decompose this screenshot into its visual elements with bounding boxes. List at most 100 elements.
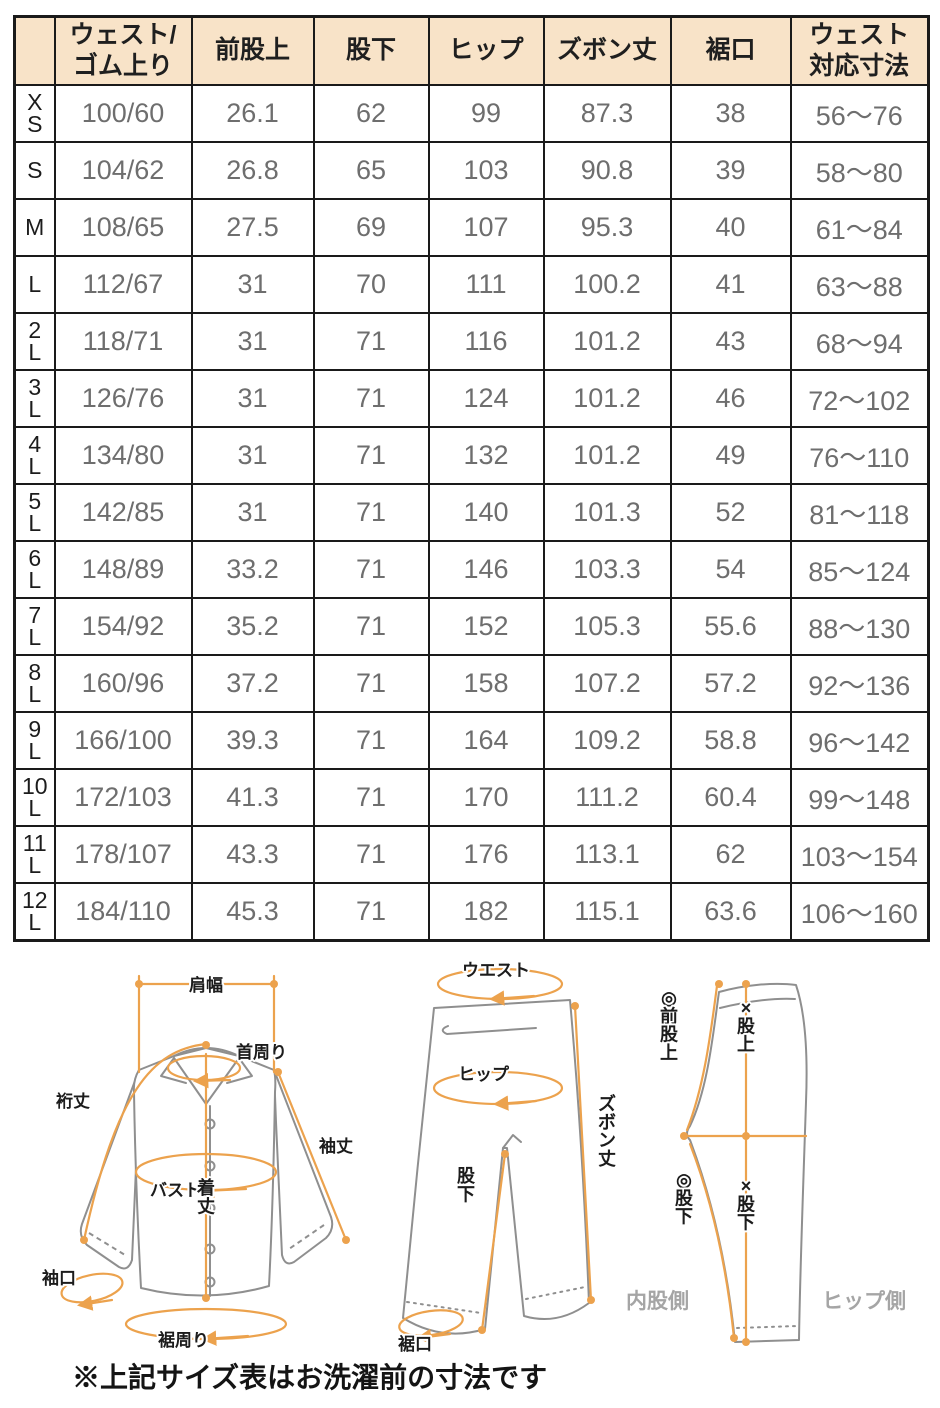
- waist-elastic-cell: 160/96: [53, 654, 193, 713]
- waist-range-cell: 76〜110: [789, 426, 930, 485]
- pants-length-cell: 115.1: [542, 882, 672, 942]
- waist-range-cell: 68〜94: [789, 312, 930, 371]
- waist-range-cell: 58〜80: [789, 141, 930, 200]
- waist-elastic-cell: 134/80: [53, 426, 193, 485]
- inseam-b-label: ×股下: [736, 1176, 756, 1233]
- size-label-cell: 4 L: [13, 426, 56, 485]
- size-label-cell: 3 L: [13, 369, 56, 428]
- measurement-diagrams: 肩幅 首周り 裄丈 袖丈 バスト 着丈 袖口 裾周り: [34, 952, 940, 1352]
- front-rise-cell: 31: [190, 255, 315, 314]
- table-row: M 108/65 27.5 69 107 95.3 40 61〜84: [13, 198, 930, 257]
- header-row: ウェスト/ ゴム上り 前股上 股下 ヒップ ズボン丈 裾口 ウェスト 対応寸法: [13, 15, 930, 86]
- size-label-cell: 6 L: [13, 540, 56, 599]
- table-row: 11 L 178/107 43.3 71 176 113.1 62 103〜15…: [13, 825, 930, 884]
- hem-width-cell: 60.4: [669, 768, 792, 827]
- table-row: 2 L 118/71 31 71 116 101.2 43 68〜94: [13, 312, 930, 371]
- pants-front-measurement-lines: [398, 967, 595, 1345]
- pants-length-cell: 109.2: [542, 711, 672, 770]
- waist-range-cell: 56〜76: [789, 84, 930, 143]
- column-header-pants-length: ズボン丈: [542, 15, 672, 86]
- hem-label: 裾口: [398, 1334, 432, 1352]
- hip-cell: 140: [427, 483, 545, 542]
- front-rise-cell: 31: [190, 426, 315, 485]
- inseam-cell: 71: [312, 597, 430, 656]
- pants-length-label: ズボン丈: [598, 1093, 616, 1169]
- hem-width-cell: 43: [669, 312, 792, 371]
- pants-length-cell: 113.1: [542, 825, 672, 884]
- inseam-a-label: ◎股下: [674, 1170, 694, 1227]
- shirt-labels: 肩幅 首周り 裄丈 袖丈 バスト 着丈 袖口 裾周り: [40, 973, 355, 1352]
- shirt-outline: [79, 1047, 334, 1297]
- waist-elastic-cell: 148/89: [53, 540, 193, 599]
- waist-label: ウエスト: [462, 961, 530, 980]
- inseam-cell: 70: [312, 255, 430, 314]
- inseam-cell: 69: [312, 198, 430, 257]
- hip-cell: 107: [427, 198, 545, 257]
- table-row: 6 L 148/89 33.2 71 146 103.3 54 85〜124: [13, 540, 930, 599]
- hip-cell: 170: [427, 768, 545, 827]
- pants-front-diagram: ウエスト ヒップ ズボン丈 股下 裾口: [396, 959, 618, 1352]
- pants-front-labels: ウエスト ヒップ ズボン丈 股下 裾口: [396, 959, 618, 1352]
- waist-elastic-cell: 178/107: [53, 825, 193, 884]
- size-label-cell: X S: [13, 84, 56, 143]
- waist-range-cell: 103〜154: [789, 825, 930, 884]
- inseam-cell: 71: [312, 426, 430, 485]
- size-label-cell: 8 L: [13, 654, 56, 713]
- size-label-cell: 2 L: [13, 312, 56, 371]
- hip-cell: 182: [427, 882, 545, 942]
- column-header-inseam: 股下: [312, 15, 430, 86]
- size-label-cell: 7 L: [13, 597, 56, 656]
- hip-cell: 132: [427, 426, 545, 485]
- inseam-cell: 71: [312, 369, 430, 428]
- column-header-waist-range: ウェスト 対応寸法: [789, 15, 930, 86]
- waist-range-cell: 63〜88: [789, 255, 930, 314]
- size-label-cell: 5 L: [13, 483, 56, 542]
- inseam-cell: 71: [312, 825, 430, 884]
- waist-range-cell: 61〜84: [789, 198, 930, 257]
- hem-width-cell: 57.2: [669, 654, 792, 713]
- waist-elastic-cell: 104/62: [53, 141, 193, 200]
- hip-side-label: ヒップ側: [822, 1290, 906, 1313]
- front-rise-cell: 41.3: [190, 768, 315, 827]
- inner-side-label: 内股側: [626, 1289, 689, 1313]
- inseam-cell: 71: [312, 882, 430, 942]
- rise-label: ×股上: [736, 998, 756, 1055]
- front-rise-cell: 35.2: [190, 597, 315, 656]
- pants-length-cell: 101.2: [542, 426, 672, 485]
- waist-elastic-cell: 118/71: [53, 312, 193, 371]
- front-rise-cell: 26.8: [190, 141, 315, 200]
- column-header-hem-width: 裾口: [669, 15, 792, 86]
- pants-front-outline: [402, 999, 590, 1335]
- shoulder-width-label: 肩幅: [189, 975, 223, 995]
- pants-length-cell: 101.2: [542, 312, 672, 371]
- front-rise-cell: 37.2: [190, 654, 315, 713]
- hip-cell: 111: [427, 255, 545, 314]
- inseam-cell: 71: [312, 654, 430, 713]
- hem-width-cell: 55.6: [669, 597, 792, 656]
- waist-elastic-cell: 166/100: [53, 711, 193, 770]
- hip-cell: 146: [427, 540, 545, 599]
- pants-length-cell: 87.3: [542, 84, 672, 143]
- column-header-waist-elastic: ウェスト/ ゴム上り: [53, 15, 193, 86]
- hem-width-cell: 49: [669, 426, 792, 485]
- front-rise-cell: 31: [190, 369, 315, 428]
- front-rise-cell: 33.2: [190, 540, 315, 599]
- size-table-body: X S 100/60 26.1 62 99 87.3 38 56〜76 S 10…: [13, 84, 930, 942]
- shirt-diagram: 肩幅 首周り 裄丈 袖丈 バスト 着丈 袖口 裾周り: [40, 973, 355, 1352]
- hem-width-cell: 46: [669, 369, 792, 428]
- pants-length-cell: 100.2: [542, 255, 672, 314]
- hem-width-cell: 54: [669, 540, 792, 599]
- pants-side-diagram: ◎前股上 ×股上 ◎股下 ×股下 内股側 ヒップ側: [624, 980, 908, 1346]
- pants-side-measurement-lines: [680, 980, 808, 1346]
- front-rise-cell: 39.3: [190, 711, 315, 770]
- size-table-header: ウェスト/ ゴム上り 前股上 股下 ヒップ ズボン丈 裾口 ウェスト 対応寸法: [13, 15, 930, 86]
- inseam-cell: 62: [312, 84, 430, 143]
- front-rise-cell: 27.5: [190, 198, 315, 257]
- waist-elastic-cell: 172/103: [53, 768, 193, 827]
- size-label-cell: 9 L: [13, 711, 56, 770]
- hip-cell: 164: [427, 711, 545, 770]
- waist-elastic-cell: 108/65: [53, 198, 193, 257]
- inseam-cell: 71: [312, 540, 430, 599]
- inseam-cell: 71: [312, 711, 430, 770]
- shirt-measurement-lines: [60, 974, 350, 1346]
